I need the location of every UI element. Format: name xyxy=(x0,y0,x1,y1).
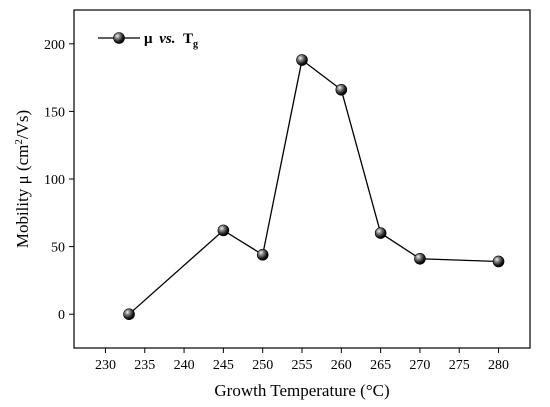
legend: μ vs. Tg xyxy=(98,31,198,50)
y-tick-label: 100 xyxy=(44,173,65,188)
data-point-270 xyxy=(414,253,425,264)
x-tick-label: 255 xyxy=(292,358,313,373)
x-tick-label: 230 xyxy=(95,358,116,373)
x-axis-ticks: 230 235 240 245 250 255 260 265 270 275 280 xyxy=(95,348,509,373)
x-axis-title: Growth Temperature (°C) xyxy=(214,381,389,400)
data-point-233 xyxy=(124,309,135,320)
x-tick-label: 280 xyxy=(488,358,509,373)
data-points xyxy=(124,55,505,320)
data-point-245 xyxy=(218,225,229,236)
data-point-250 xyxy=(257,249,268,260)
legend-marker xyxy=(114,33,125,44)
y-tick-label: 150 xyxy=(44,105,65,120)
data-point-265 xyxy=(375,228,386,239)
data-point-255 xyxy=(297,55,308,66)
x-tick-label: 245 xyxy=(213,358,234,373)
y-axis-ticks: 0 50 100 150 200 xyxy=(44,38,74,323)
y-tick-label: 50 xyxy=(51,241,65,256)
series-line xyxy=(129,60,499,314)
y-tick-label: 200 xyxy=(44,38,65,53)
x-tick-label: 270 xyxy=(409,358,430,373)
y-axis-title: Mobility μ (cm2/Vs) xyxy=(13,110,32,248)
x-tick-label: 240 xyxy=(174,358,195,373)
data-point-280 xyxy=(493,256,504,267)
data-point-260 xyxy=(336,84,347,95)
x-tick-label: 260 xyxy=(331,358,352,373)
x-tick-label: 275 xyxy=(449,358,470,373)
y-tick-label: 0 xyxy=(58,308,65,323)
x-tick-label: 265 xyxy=(370,358,391,373)
legend-label: μ vs. Tg xyxy=(144,31,198,50)
x-tick-label: 250 xyxy=(252,358,273,373)
x-tick-label: 235 xyxy=(134,358,155,373)
